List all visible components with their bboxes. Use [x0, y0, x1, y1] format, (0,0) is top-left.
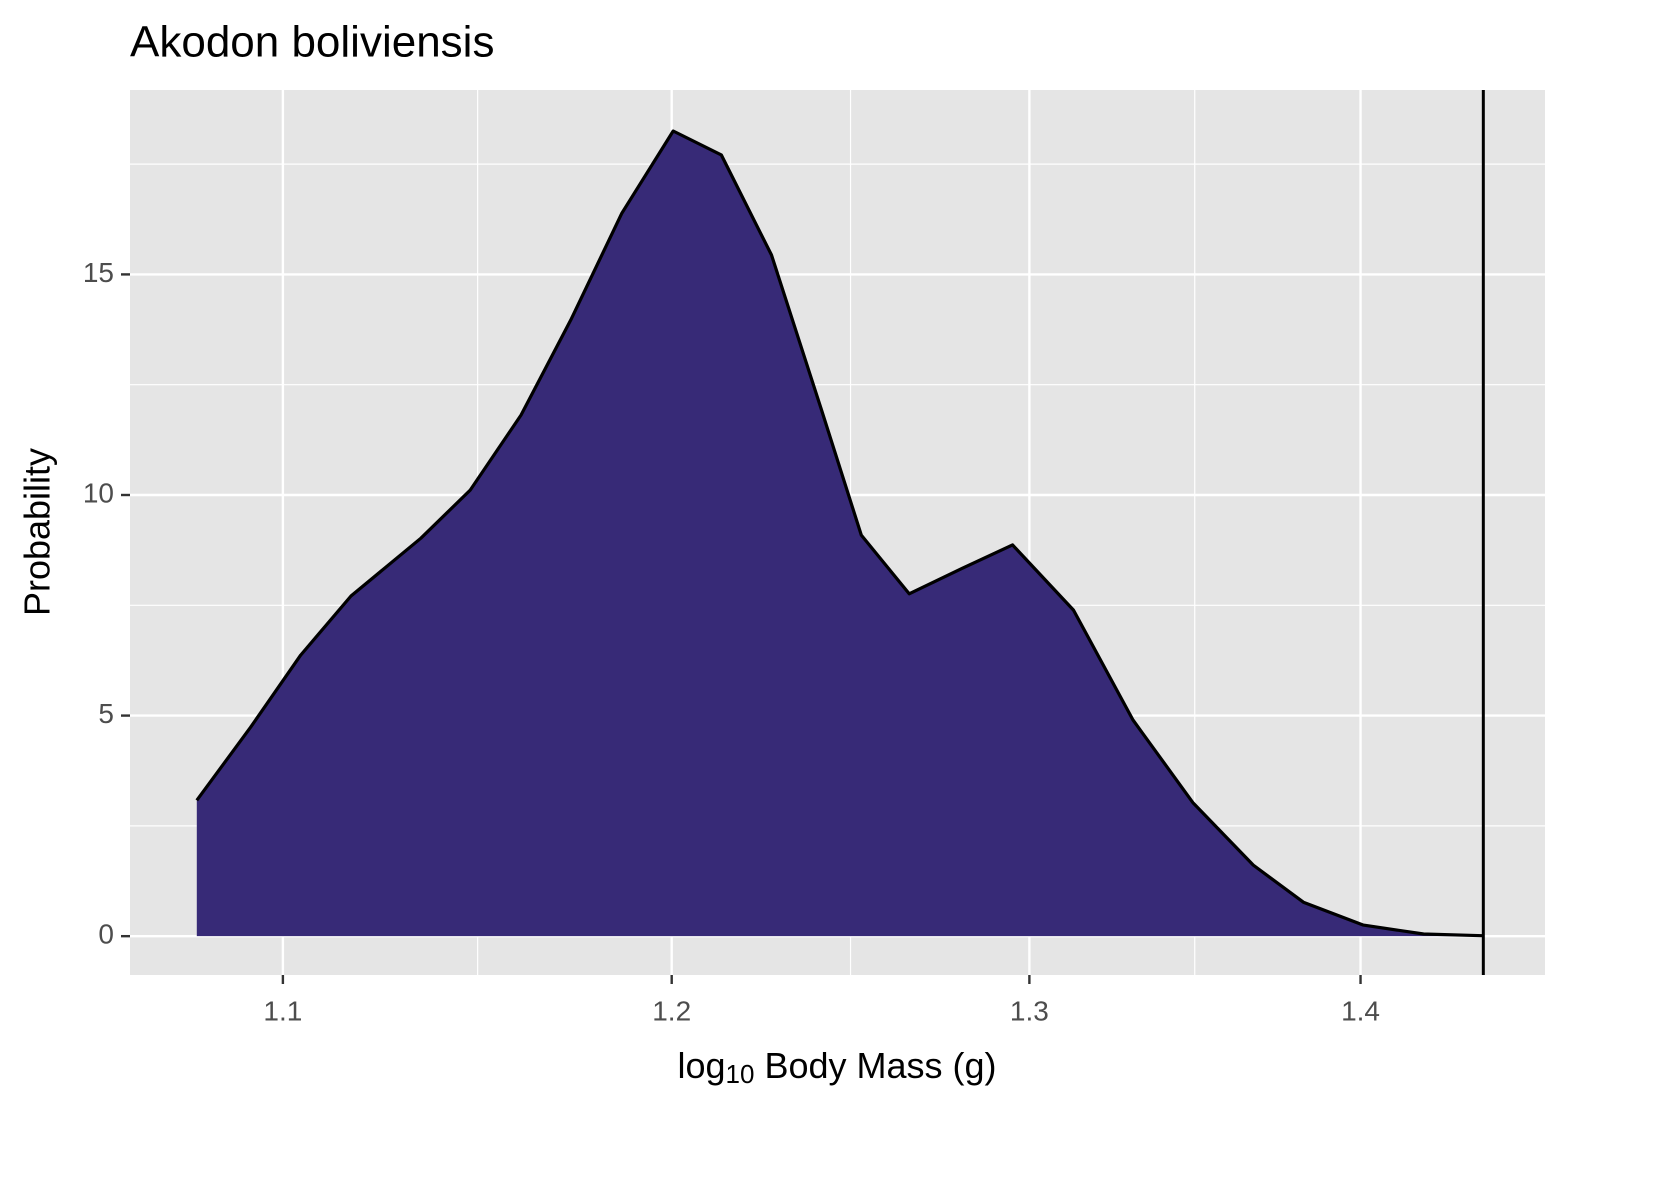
x-axis-title-base: log	[677, 1045, 725, 1086]
density-line	[195, 129, 1483, 938]
y-tick-label: 15	[83, 257, 114, 288]
x-tick-label: 1.4	[1341, 995, 1380, 1026]
chart-title: Akodon boliviensis	[130, 18, 494, 67]
y-tick-label: 5	[98, 698, 114, 729]
y-tick-label: 0	[98, 919, 114, 950]
x-tick-label: 1.3	[1010, 995, 1049, 1026]
x-axis-title-sub: 10	[726, 1059, 755, 1089]
x-axis-title: log10 Body Mass (g)	[677, 1045, 996, 1089]
x-tick-label: 1.1	[263, 995, 302, 1026]
x-axis-title-rest: Body Mass (g)	[754, 1045, 996, 1086]
plot	[195, 90, 1485, 975]
y-axis-title: Probability	[17, 448, 58, 616]
x-tick-label: 1.2	[652, 995, 691, 1026]
y-tick-label: 10	[83, 477, 114, 508]
density-area	[196, 131, 1483, 937]
